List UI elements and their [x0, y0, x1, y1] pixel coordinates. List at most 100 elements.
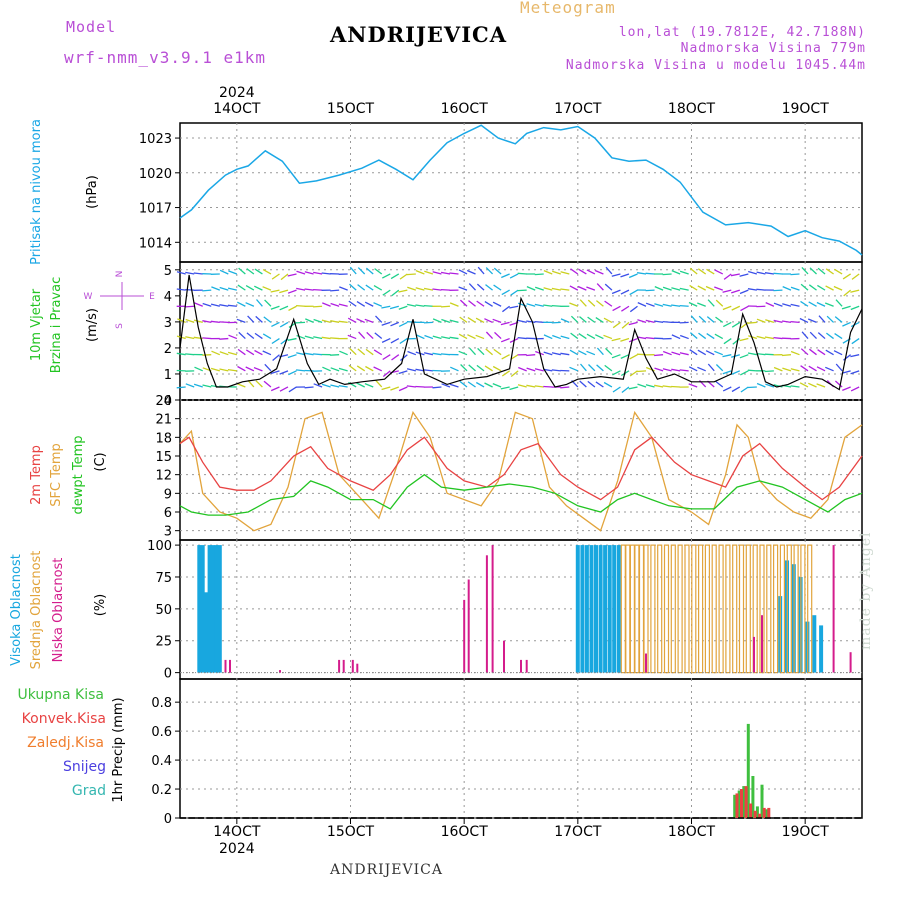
wind-arrow [612, 386, 621, 393]
wind-arrow [740, 370, 749, 376]
panel-frame [179, 678, 863, 819]
wind-arrow [620, 354, 630, 359]
wind-arrow [459, 316, 468, 323]
wind-arrow [287, 289, 297, 294]
wind-arrow [543, 269, 553, 275]
wind-arrow [296, 352, 306, 356]
footer-station: ANDRIJEVICA [330, 862, 443, 878]
wind-arrow [338, 320, 348, 324]
wind-arrow [715, 364, 724, 372]
wind-arrow [534, 320, 544, 324]
wind-arrow [449, 383, 459, 388]
wind-arrow [500, 337, 510, 343]
precip-bar [765, 809, 768, 818]
series-line [179, 124, 863, 256]
cloud-bar [607, 545, 612, 673]
wind-arrow [407, 350, 417, 356]
wind-arrow [620, 273, 630, 278]
cloud-bar [594, 545, 598, 673]
wind-arrow [322, 366, 331, 372]
precip-bar [742, 786, 746, 818]
wind-arrow [458, 269, 468, 275]
cloud-bar [211, 545, 215, 673]
wind-arrow [679, 270, 689, 275]
station-title: ANDRIJEVICA [330, 22, 508, 47]
model-label: Model [66, 18, 117, 36]
wind-arrow [526, 354, 536, 357]
wind-arrow [560, 318, 570, 324]
wind-arrow [551, 270, 561, 275]
wind-arrow [620, 289, 630, 295]
wind-arrow [254, 332, 263, 340]
compass-w: W [84, 292, 93, 302]
wind-arrow [621, 386, 630, 394]
wind-arrow [253, 366, 263, 372]
credit-watermark: made by Angel [858, 531, 874, 651]
wind-arrow [390, 273, 400, 280]
wind-arrow [850, 370, 860, 375]
wind-arrow [594, 269, 604, 275]
wind-arrow [270, 370, 280, 375]
wind-arrow [662, 350, 672, 356]
bottom-year-label: 2024 [219, 841, 255, 857]
wind-arrow [808, 365, 817, 372]
wind-arrow [365, 365, 374, 372]
wind-arrow [569, 366, 579, 372]
wind-arrow [459, 380, 468, 388]
wind-arrow [227, 287, 237, 291]
wind-arrow [800, 348, 809, 356]
wind-arrow [808, 382, 817, 388]
cloud-bar [812, 615, 817, 673]
precip-bar [762, 807, 766, 818]
wind-arrow [570, 268, 579, 275]
wind-arrow [356, 301, 366, 307]
wind-arrow [587, 299, 596, 307]
wind-arrow [228, 334, 238, 340]
wind-arrow [596, 364, 604, 372]
wind-arrow [210, 303, 220, 307]
wind-arrow [185, 353, 195, 356]
wind-arrow [210, 320, 220, 324]
wind-arrow [398, 289, 408, 293]
wind-arrow [825, 349, 834, 356]
wind-arrow [476, 283, 485, 291]
wind-arrow [790, 286, 800, 291]
lonlat-info: lon,lat (19.7812E, 42.7188N) [618, 25, 866, 40]
wind-arrow [662, 320, 672, 324]
wind-arrow [485, 331, 494, 339]
wind-arrow [202, 289, 212, 292]
wind-arrow [424, 334, 434, 340]
wind-arrow [304, 288, 314, 291]
wind-arrow [551, 369, 561, 372]
wind-arrow [697, 285, 707, 291]
wind-arrow [654, 384, 664, 388]
wind-arrow [739, 289, 749, 295]
wind-arrow [279, 321, 289, 328]
wind-arrow [697, 349, 707, 356]
wind-arrow [834, 380, 843, 388]
model-name: wrf-nmm_v3.9.1 e1km [64, 48, 267, 67]
wind-arrow [577, 285, 587, 291]
wind-arrow [468, 300, 476, 307]
wind-arrow [773, 366, 783, 372]
wind-arrow [679, 352, 689, 356]
wind-arrow [399, 354, 408, 361]
wind-arrow [809, 267, 817, 275]
wind-arrow [851, 273, 860, 280]
wind-arrow [476, 300, 485, 307]
y-tick-label: 0.4 [151, 754, 172, 769]
wind-arrow [391, 289, 400, 297]
wind-arrow [245, 302, 255, 307]
wind-arrow [586, 350, 596, 356]
y-tick-label: 3 [164, 316, 172, 331]
y-tick-label: 9 [164, 487, 172, 502]
wind-arrow [432, 271, 442, 275]
wind-arrow [338, 303, 348, 307]
wind-arrow [629, 354, 638, 360]
wind-arrow [492, 318, 502, 324]
wind-arrow [467, 381, 476, 388]
wind-arrow [468, 283, 477, 291]
wind-arrow [629, 289, 638, 296]
precip-axis-title: 1hr Precip (mm) [111, 697, 126, 802]
wind-arrow [834, 268, 843, 275]
